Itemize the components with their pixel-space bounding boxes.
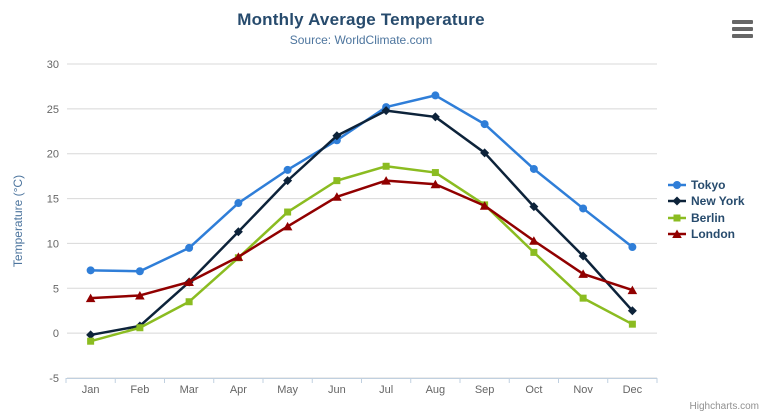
data-point-berlin[interactable] [136, 324, 144, 332]
data-point-berlin[interactable] [284, 208, 292, 216]
legend-label: Tokyo [691, 178, 726, 193]
export-menu-button[interactable] [732, 20, 753, 38]
data-point-london[interactable] [332, 192, 342, 201]
x-axis-tick-label: Dec [623, 384, 643, 396]
legend-item-london[interactable]: London [668, 226, 745, 242]
data-point-tokyo[interactable] [86, 266, 95, 275]
axes: -5 0 5 10 15 20 25 30 Jan Feb Mar Apr May Jun Jul Aug Se… [47, 59, 658, 396]
data-point-tokyo[interactable] [234, 199, 243, 208]
data-point-tokyo[interactable] [431, 91, 440, 100]
data-point-new-york[interactable] [430, 112, 440, 122]
x-axis-tick-label: Aug [426, 384, 446, 396]
data-point-new-york[interactable] [578, 251, 588, 261]
data-point-berlin[interactable] [333, 177, 341, 185]
data-point-tokyo[interactable] [480, 120, 489, 129]
data-point-berlin[interactable] [431, 169, 439, 177]
x-axis-tick-label: Sep [475, 384, 495, 396]
legend: Tokyo New York Berlin London [668, 177, 745, 242]
y-axis-tick-label: 30 [47, 59, 59, 71]
series-lines [85, 91, 638, 345]
data-point-berlin[interactable] [382, 162, 390, 170]
legend-marker [673, 181, 681, 190]
legend-marker [672, 229, 682, 239]
y-axis-tick-label: 15 [47, 194, 59, 206]
data-point-london[interactable] [135, 290, 145, 300]
x-axis-tick-label: Feb [130, 384, 149, 396]
legend-label: Berlin [691, 210, 726, 225]
data-point-london[interactable] [381, 176, 391, 185]
y-axis-tick-label: 25 [47, 104, 59, 116]
data-point-london[interactable] [578, 269, 588, 278]
x-axis-tick-label: Apr [230, 384, 247, 396]
data-point-london[interactable] [479, 201, 490, 210]
y-axis-tick-label: 20 [47, 149, 59, 161]
data-point-berlin[interactable] [87, 337, 95, 345]
hamburger-icon [732, 27, 753, 31]
x-axis-tick-label: Mar [180, 384, 199, 396]
y-axis-title: Temperature (°C) [11, 175, 25, 267]
data-point-tokyo[interactable] [283, 165, 292, 174]
legend-marker [673, 214, 681, 222]
x-axis-tick-label: Jan [82, 384, 100, 396]
series-line-berlin [89, 165, 634, 343]
data-point-new-york[interactable] [529, 202, 539, 212]
data-point-london[interactable] [85, 293, 96, 303]
credits-link[interactable]: Highcharts.com [689, 401, 759, 412]
data-point-tokyo[interactable] [185, 243, 194, 252]
data-point-tokyo[interactable] [579, 204, 588, 213]
data-point-new-york[interactable] [480, 148, 490, 158]
data-point-new-york[interactable] [627, 306, 637, 316]
data-point-new-york[interactable] [86, 330, 96, 340]
data-point-new-york[interactable] [233, 227, 243, 237]
x-axis-tick-label: Jun [328, 384, 346, 396]
data-point-new-york[interactable] [283, 176, 293, 186]
legend-item-tokyo[interactable]: Tokyo [668, 177, 745, 193]
series-line-london [89, 179, 634, 300]
legend-marker [672, 196, 682, 206]
x-axis-tick-label: Oct [525, 384, 542, 396]
x-axis-tick-label: May [277, 384, 298, 396]
legend-marker-circle-icon [668, 181, 686, 190]
data-point-london[interactable] [529, 236, 539, 245]
legend-marker-diamond-icon [668, 196, 686, 206]
chart-subtitle: Source: WorldClimate.com [289, 33, 433, 47]
data-point-tokyo[interactable] [529, 164, 538, 173]
data-point-london[interactable] [282, 221, 293, 231]
x-axis-tick-label: Jul [379, 384, 393, 396]
grid-lines [67, 63, 657, 379]
legend-item-berlin[interactable]: Berlin [668, 210, 745, 226]
data-point-london[interactable] [430, 179, 441, 189]
chart-title: Monthly Average Temperature [237, 10, 485, 29]
y-axis-tick-label: 0 [53, 328, 59, 340]
legend-label: New York [691, 194, 745, 209]
data-point-london[interactable] [184, 277, 194, 287]
legend-marker-triangle-icon [668, 229, 686, 239]
data-point-berlin[interactable] [185, 298, 193, 306]
data-point-berlin[interactable] [628, 320, 636, 328]
legend-marker-square-icon [668, 214, 686, 222]
data-point-london[interactable] [627, 285, 638, 295]
legend-item-new-york[interactable]: New York [668, 193, 745, 209]
y-axis-tick-label: 10 [47, 238, 59, 250]
data-point-berlin[interactable] [579, 294, 587, 302]
x-axis-tick-label: Nov [573, 384, 593, 396]
y-axis-tick-label: -5 [49, 373, 59, 385]
data-point-new-york[interactable] [381, 106, 391, 116]
hamburger-icon [732, 20, 753, 24]
hamburger-icon [732, 34, 753, 38]
data-point-new-york[interactable] [332, 131, 342, 141]
data-point-berlin[interactable] [530, 248, 538, 256]
y-axis-tick-label: 5 [53, 283, 59, 295]
series-line-new-york [89, 109, 634, 337]
data-point-tokyo[interactable] [628, 243, 637, 252]
data-point-london[interactable] [233, 252, 244, 261]
legend-label: London [691, 227, 735, 242]
series-line-tokyo [89, 94, 634, 273]
data-point-tokyo[interactable] [135, 267, 144, 276]
